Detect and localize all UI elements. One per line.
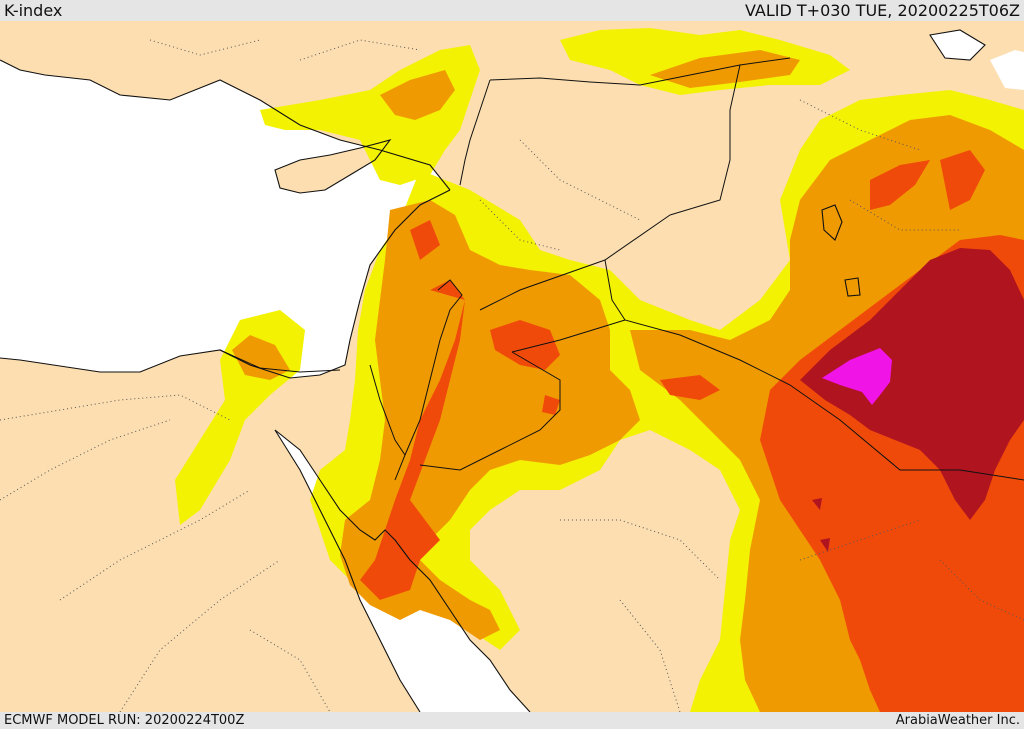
valid-time-label: VALID T+030 TUE, 20200225T06Z	[744, 1, 1020, 20]
model-run-label: ECMWF MODEL RUN: 20200224T00Z	[4, 713, 245, 728]
lake-van	[930, 30, 985, 60]
admin-boundaries	[0, 39, 1024, 712]
k-index-level-4	[800, 248, 1024, 552]
field-label: K-index	[4, 1, 63, 20]
cyprus-island	[275, 140, 390, 193]
footer-bar: ECMWF MODEL RUN: 20200224T00Z ArabiaWeat…	[0, 712, 1024, 729]
k-index-level-5	[822, 348, 892, 405]
coastlines	[0, 29, 986, 712]
map-panel	[0, 21, 1024, 712]
header-bar: K-index VALID T+030 TUE, 20200225T06Z	[0, 0, 1024, 21]
lake-urmia	[990, 50, 1024, 90]
brand-label: ArabiaWeather Inc.	[895, 713, 1020, 728]
k-index-map	[0, 21, 1024, 712]
country-borders	[219, 57, 1024, 481]
